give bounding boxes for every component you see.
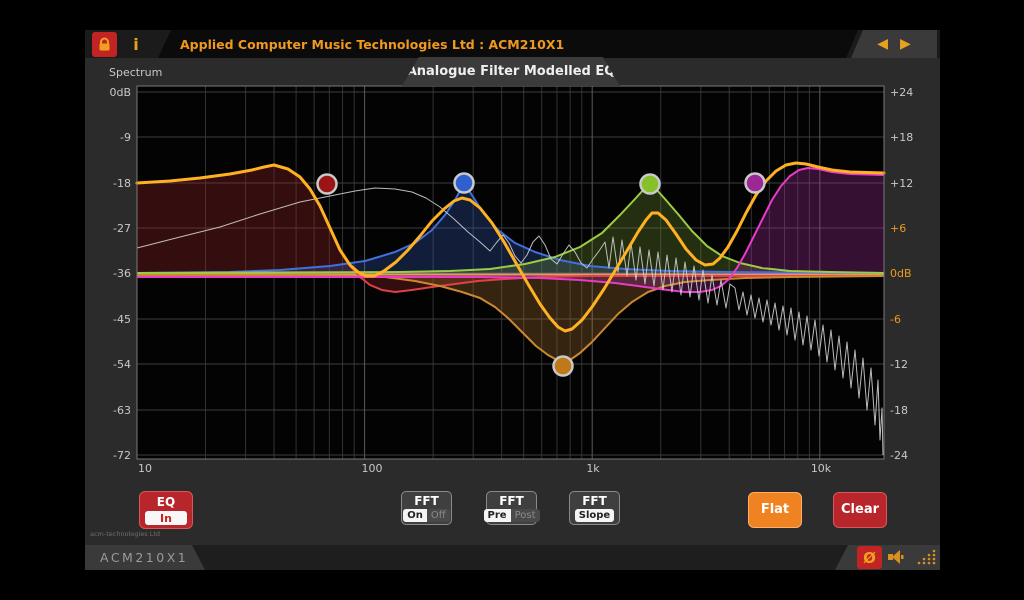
- preset-nav: ◀ ▶: [851, 30, 937, 58]
- fft-slope-segment[interactable]: Slope: [574, 509, 615, 522]
- status-bar: ACM210X1 Ø: [85, 545, 940, 570]
- fft-on-segment[interactable]: On: [403, 509, 427, 522]
- plugin-window: 0dB -9 -18 -27 -36 -45 -54 -63 -72 +24 +18 +12 +6 0dB…: [85, 30, 940, 570]
- y-axis-right-label: +12: [890, 177, 913, 190]
- x-axis-label: 10: [138, 462, 152, 475]
- y-axis-left-label: -9: [120, 131, 131, 144]
- bell-orange-cut-handle[interactable]: [552, 355, 574, 377]
- credit-text: acm-technologies Ltd: [90, 530, 161, 538]
- y-axis-right-label: -12: [890, 358, 908, 371]
- y-axis-right-label: -24: [890, 449, 908, 462]
- fft-off-segment[interactable]: Off: [426, 509, 450, 522]
- mute-button[interactable]: Ø: [857, 546, 882, 569]
- fft-onoff-button[interactable]: FFT On Off: [401, 491, 452, 525]
- y-axis-left-label: -45: [113, 313, 131, 326]
- speaker-icon[interactable]: [886, 547, 908, 567]
- prev-arrow-icon[interactable]: ◀: [877, 36, 888, 52]
- eq-graph[interactable]: 0dB -9 -18 -27 -36 -45 -54 -63 -72 +24 +18 +12 +6 0dB…: [85, 30, 940, 570]
- title-bar: i Applied Computer Music Technologies Lt…: [85, 30, 940, 58]
- info-icon[interactable]: i: [133, 35, 139, 54]
- device-name: ACM210X1: [100, 550, 189, 565]
- bell-green-fill: [137, 185, 884, 275]
- low-shelf-red-fill: [137, 165, 884, 292]
- bell-orange-cut-fill: [137, 274, 884, 362]
- y-axis-left-label: -18: [113, 177, 131, 190]
- window-title: Applied Computer Music Technologies Ltd …: [180, 36, 565, 52]
- y-axis-right-label: +24: [890, 86, 913, 99]
- composite-eq-curve: [135, 161, 886, 333]
- flat-button[interactable]: Flat: [748, 492, 802, 528]
- bell-green-handle[interactable]: [639, 173, 661, 195]
- y-axis-left-label: -72: [113, 449, 131, 462]
- y-axis-right-label: +6: [890, 222, 906, 235]
- fft-prepost-button[interactable]: FFT Pre Post: [483, 491, 540, 525]
- eq-state: In: [145, 511, 187, 525]
- fft-post-segment[interactable]: Post: [510, 509, 540, 522]
- fft-slope-button[interactable]: FFT Slope: [569, 491, 620, 525]
- x-axis-label: 10k: [811, 462, 832, 475]
- y-axis-left-label: 0dB: [109, 86, 131, 99]
- bell-blue-fill: [137, 185, 884, 275]
- x-axis-label: 100: [362, 462, 383, 475]
- y-axis-left-label: -63: [113, 404, 131, 417]
- lock-icon: [99, 37, 110, 51]
- y-axis-left-label: -36: [113, 267, 131, 280]
- y-axis-right-label: -18: [890, 404, 908, 417]
- eq-in-button[interactable]: EQ In: [139, 491, 193, 529]
- title-tab: Applied Computer Music Technologies Ltd …: [158, 30, 858, 58]
- fft-pre-segment[interactable]: Pre: [483, 509, 511, 522]
- x-axis-label: 1k: [586, 462, 600, 475]
- high-shelf-purple-handle[interactable]: [744, 172, 766, 194]
- resize-grip[interactable]: [913, 548, 937, 568]
- high-shelf-purple-curve: [137, 167, 885, 293]
- y-axis-left-label: -54: [113, 358, 131, 371]
- y-axis-right-label: +18: [890, 131, 913, 144]
- next-arrow-icon[interactable]: ▶: [900, 36, 911, 52]
- tab-analogue-filter-eq[interactable]: Analogue Filter Modelled EQ: [402, 57, 620, 86]
- y-axis-right-label: -6: [890, 313, 901, 326]
- lock-button[interactable]: [92, 32, 117, 57]
- bell-blue-handle[interactable]: [453, 172, 475, 194]
- clear-button[interactable]: Clear: [833, 492, 887, 528]
- y-axis-left-label: -27: [113, 222, 131, 235]
- fft-spectrum-trace: [136, 187, 884, 456]
- y-axis-right-label: 0dB: [890, 267, 912, 280]
- low-shelf-red-handle[interactable]: [316, 173, 338, 195]
- high-shelf-purple-fill: [137, 168, 884, 292]
- footer-right-tab: Ø: [835, 545, 940, 570]
- spectrum-label: Spectrum: [109, 66, 163, 79]
- device-name-tab: ACM210X1: [85, 545, 205, 570]
